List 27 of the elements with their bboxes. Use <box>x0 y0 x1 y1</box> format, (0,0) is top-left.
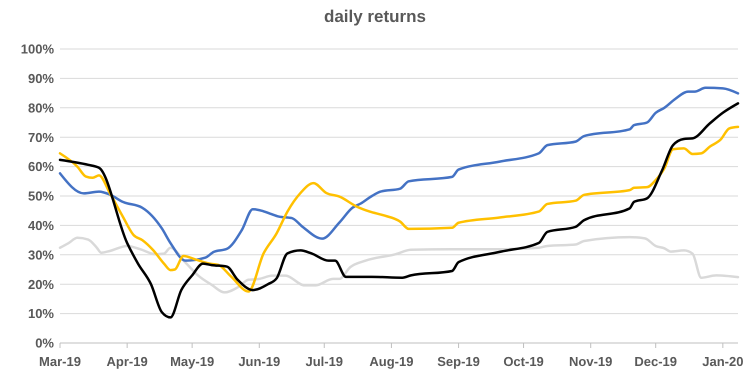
x-tick-label: May-19 <box>170 354 214 369</box>
y-tick-label: 10% <box>28 306 54 322</box>
line-series <box>58 126 740 293</box>
x-tick-label: Jun-19 <box>238 354 280 369</box>
line-series <box>58 102 740 319</box>
y-tick-label: 50% <box>28 188 54 204</box>
x-tick-label: Oct-19 <box>503 354 544 369</box>
y-tick-label: 0% <box>35 336 54 351</box>
y-tick-label: 100% <box>20 42 54 57</box>
x-tick-label: Nov-19 <box>569 354 612 369</box>
x-tick-label: Apr-19 <box>106 354 148 369</box>
y-tick-label: 60% <box>28 159 54 174</box>
x-tick-label: Aug-19 <box>369 354 414 369</box>
y-tick-label: 90% <box>28 70 54 86</box>
line-series <box>58 236 740 294</box>
x-tick-label: Dec-19 <box>634 354 678 369</box>
y-tick-label: 30% <box>28 247 54 262</box>
x-tick-label: Jan-20 <box>702 354 744 369</box>
x-tick-label: Sep-19 <box>437 354 480 369</box>
y-tick-label: 40% <box>28 218 54 233</box>
y-tick-label: 80% <box>28 100 54 116</box>
x-tick-label: Jul-19 <box>305 354 344 369</box>
chart-title: daily returns <box>324 7 426 26</box>
x-tick-label: Mar-19 <box>39 354 81 369</box>
y-tick-label: 70% <box>28 130 54 145</box>
y-tick-label: 20% <box>28 276 54 292</box>
line-series <box>58 86 740 262</box>
